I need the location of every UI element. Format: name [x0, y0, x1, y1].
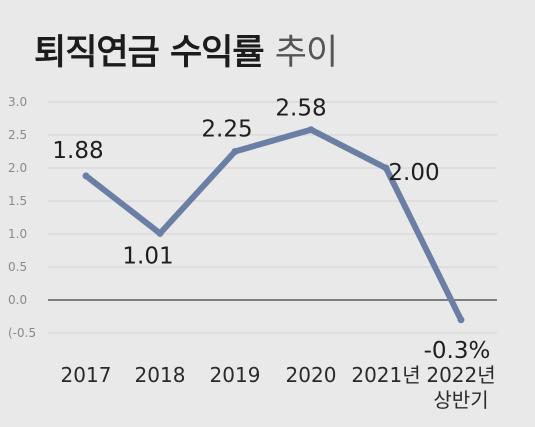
- x-tick-label: 2018: [135, 363, 186, 387]
- y-tick-label: 0.5: [8, 260, 27, 274]
- y-tick-label: (-0.5: [8, 326, 36, 340]
- chart-title-sub: 추이: [274, 33, 338, 73]
- y-tick-label: 3.0: [8, 95, 27, 109]
- series-line: [83, 126, 464, 323]
- y-tick-label: 1.5: [8, 194, 27, 208]
- series-line-layer: [82, 126, 465, 324]
- y-tick-label: 2.5: [8, 128, 27, 142]
- y-tick-label: 0.0: [8, 293, 27, 307]
- x-axis-ticks: 2017 2018 2019 2020 2021년 2022년 상반기: [61, 363, 496, 412]
- data-label: 2.00: [388, 160, 439, 186]
- data-point: [156, 229, 164, 237]
- data-label: 2.58: [275, 96, 326, 122]
- y-axis-ticks: 3.0 2.5 2.0 1.5 1.0 0.5 0.0 (-0.5: [8, 95, 36, 340]
- data-label: 1.01: [122, 243, 173, 269]
- x-tick-label: 2021년: [351, 363, 420, 387]
- x-tick-label: 2019: [210, 363, 261, 387]
- data-point: [307, 126, 315, 134]
- x-tick-label: 2020: [286, 363, 337, 387]
- x-tick-label: 2017: [61, 363, 112, 387]
- grid-layer: [48, 101, 497, 334]
- y-tick-label: 2.0: [8, 161, 27, 175]
- data-point: [231, 148, 239, 155]
- data-point: [457, 316, 465, 324]
- data-labels: 1.88 1.01 2.25 2.58 2.00 -0.3%: [52, 96, 490, 364]
- data-point: [82, 172, 90, 180]
- data-label: 2.25: [201, 117, 252, 143]
- data-label: -0.3%: [424, 338, 491, 364]
- data-label: 1.88: [52, 138, 103, 164]
- chart-title: 퇴직연금 수익률 추이: [34, 24, 338, 75]
- y-tick-label: 1.0: [8, 227, 27, 241]
- data-point: [382, 164, 390, 172]
- chart-title-main: 퇴직연금 수익률: [34, 33, 265, 73]
- x-tick-label: 2022년 상반기: [426, 363, 495, 412]
